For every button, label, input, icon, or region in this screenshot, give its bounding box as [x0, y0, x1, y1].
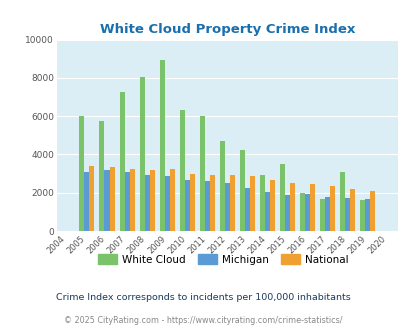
Bar — [189, 174, 194, 231]
Bar — [109, 167, 114, 231]
Bar — [344, 198, 350, 231]
Bar — [184, 180, 189, 231]
Bar — [229, 176, 234, 231]
Bar — [369, 191, 374, 231]
Bar — [249, 177, 254, 231]
Bar — [224, 183, 229, 231]
Bar — [259, 175, 264, 231]
Bar — [144, 175, 149, 231]
Legend: White Cloud, Michigan, National: White Cloud, Michigan, National — [94, 250, 352, 269]
Bar — [269, 180, 274, 231]
Bar — [320, 199, 324, 231]
Text: Crime Index corresponds to incidents per 100,000 inhabitants: Crime Index corresponds to incidents per… — [55, 293, 350, 302]
Bar — [89, 166, 94, 231]
Bar — [164, 177, 169, 231]
Text: © 2025 CityRating.com - https://www.cityrating.com/crime-statistics/: © 2025 CityRating.com - https://www.city… — [64, 316, 341, 325]
Bar — [264, 192, 269, 231]
Bar — [99, 121, 104, 231]
Bar — [339, 172, 344, 231]
Bar — [84, 172, 89, 231]
Bar — [324, 197, 329, 231]
Bar — [219, 141, 224, 231]
Bar — [129, 169, 134, 231]
Bar — [284, 195, 289, 231]
Bar — [179, 111, 184, 231]
Bar — [350, 189, 354, 231]
Bar — [279, 164, 284, 231]
Bar — [244, 188, 249, 231]
Bar — [364, 199, 369, 231]
Bar — [209, 175, 214, 231]
Bar — [124, 172, 129, 231]
Bar — [289, 183, 294, 231]
Bar — [79, 116, 84, 231]
Bar — [359, 200, 364, 231]
Bar — [104, 170, 109, 231]
Bar — [119, 92, 124, 231]
Bar — [329, 186, 335, 231]
Bar — [204, 181, 209, 231]
Bar — [139, 77, 144, 231]
Bar — [299, 193, 304, 231]
Bar — [159, 60, 164, 231]
Bar — [304, 194, 309, 231]
Bar — [239, 150, 244, 231]
Bar — [169, 169, 174, 231]
Bar — [199, 116, 204, 231]
Bar — [309, 184, 314, 231]
Title: White Cloud Property Crime Index: White Cloud Property Crime Index — [99, 23, 354, 36]
Bar — [149, 170, 154, 231]
